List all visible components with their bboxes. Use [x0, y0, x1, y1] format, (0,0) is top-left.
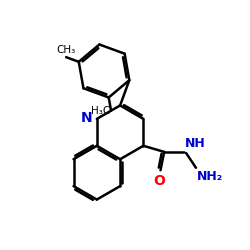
Text: H₃C: H₃C: [90, 106, 110, 116]
Text: CH₃: CH₃: [56, 45, 76, 55]
Text: N: N: [81, 111, 92, 125]
Text: NH: NH: [185, 137, 206, 150]
Text: NH₂: NH₂: [197, 170, 223, 183]
Text: O: O: [153, 174, 165, 188]
